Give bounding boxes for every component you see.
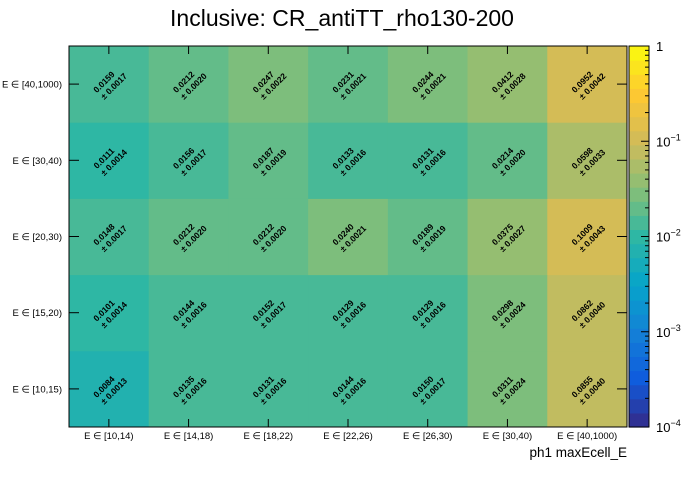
heatmap-cell — [547, 198, 628, 276]
x-tick-label: E ∈ [30,40) — [483, 431, 532, 442]
colorbar-band — [629, 130, 649, 146]
cells-layer — [69, 46, 628, 428]
heatmap-cell — [148, 350, 229, 428]
colorbar-band — [629, 102, 649, 118]
colorbar-band — [629, 243, 649, 259]
heatmap-cell — [228, 274, 309, 352]
x-axis-title: ph1 maxEcell_E — [529, 445, 627, 460]
colorbar-band — [629, 271, 649, 287]
colorbar: 1 10−1 10−2 10−3 10−4 — [628, 39, 681, 435]
heatmap-cell — [148, 46, 229, 123]
heatmap-cell — [547, 350, 628, 428]
axes-layer: E ∈ [10,14) E ∈ [14,18) E ∈ [18,22) E ∈ [22… — [2, 46, 627, 442]
colorbar-band — [629, 229, 649, 245]
heatmap-cell — [547, 46, 628, 123]
x-tick-label: E ∈ [10,14) — [84, 431, 133, 442]
heatmap-cell — [467, 198, 548, 276]
heatmap-cell — [228, 122, 309, 199]
heatmap-cell — [547, 274, 628, 352]
heatmap-cell — [308, 198, 389, 276]
colorbar-band — [629, 314, 649, 329]
colorbar-band — [629, 74, 649, 89]
colorbar-band — [629, 398, 649, 414]
colorbar-tick-label: 10−1 — [656, 132, 681, 149]
heatmap-cell — [387, 198, 469, 276]
y-tick-label: E ∈ [30,40) — [13, 156, 62, 167]
y-tick-label: E ∈ [20,30) — [13, 232, 62, 243]
heatmap-cell — [69, 198, 150, 276]
heatmap-cell — [69, 122, 150, 199]
colorbar-band — [629, 116, 649, 132]
colorbar-band — [629, 356, 649, 372]
heatmap-cell — [69, 274, 150, 352]
heatmap-cell — [308, 122, 389, 199]
heatmap-cell — [308, 350, 389, 428]
heatmap-cell — [467, 46, 548, 123]
x-tick-label: E ∈ [14,18) — [164, 431, 213, 442]
colorbar-band — [629, 201, 649, 216]
heatmap-cell — [69, 46, 150, 123]
heatmap-cell — [308, 274, 389, 352]
colorbar-tick-label: 1 — [656, 39, 663, 54]
heatmap-cell — [387, 274, 469, 352]
heatmap-cell — [547, 122, 628, 199]
x-tick-label: E ∈ [22,26) — [323, 431, 372, 442]
colorbar-tick-label: 10−4 — [656, 418, 681, 435]
x-tick-label: E ∈ [18,22) — [244, 431, 293, 442]
heatmap-cell — [148, 198, 229, 276]
heatmap-cell — [308, 46, 389, 123]
colorbar-band — [629, 88, 649, 104]
colorbar-tick-label: 10−2 — [656, 228, 681, 245]
heatmap-cell — [148, 274, 229, 352]
y-tick-label: E ∈ [15,20) — [13, 308, 62, 319]
colorbar-band — [629, 384, 649, 400]
chart-title: Inclusive: CR_antiTT_rho130-200 — [170, 5, 514, 31]
heatmap-cell — [228, 46, 309, 123]
y-tick-label: E ∈ [10,15) — [13, 384, 62, 395]
colorbar-tick-label: 10−3 — [656, 323, 681, 340]
heatmap-cell — [467, 122, 548, 199]
colorbar-band — [629, 412, 649, 428]
colorbar-band — [629, 300, 649, 315]
heatmap-cell — [387, 122, 469, 199]
colorbar-band — [629, 257, 649, 273]
colorbar-band — [629, 342, 649, 358]
heatmap-cell — [467, 274, 548, 352]
colorbar-band — [629, 173, 649, 188]
colorbar-band — [629, 46, 649, 61]
heatmap-cell — [228, 198, 309, 276]
colorbar-band — [629, 60, 649, 75]
heatmap-cell — [69, 350, 150, 428]
colorbar-band — [629, 215, 649, 231]
colorbar-band — [629, 158, 649, 174]
heatmap-cell — [387, 46, 469, 123]
y-tick-label: E ∈ [40,1000) — [2, 80, 62, 91]
heatmap-cell — [228, 350, 309, 428]
colorbar-band — [629, 187, 649, 202]
colorbar-band — [629, 370, 649, 386]
heatmap-cell — [148, 122, 229, 199]
x-tick-label: E ∈ [26,30) — [403, 431, 452, 442]
colorbar-band — [629, 144, 649, 160]
colorbar-band — [629, 285, 649, 301]
x-tick-label: E ∈ [40,1000) — [557, 431, 617, 442]
heatmap-cell — [387, 350, 469, 428]
heatmap-cell — [467, 350, 548, 428]
